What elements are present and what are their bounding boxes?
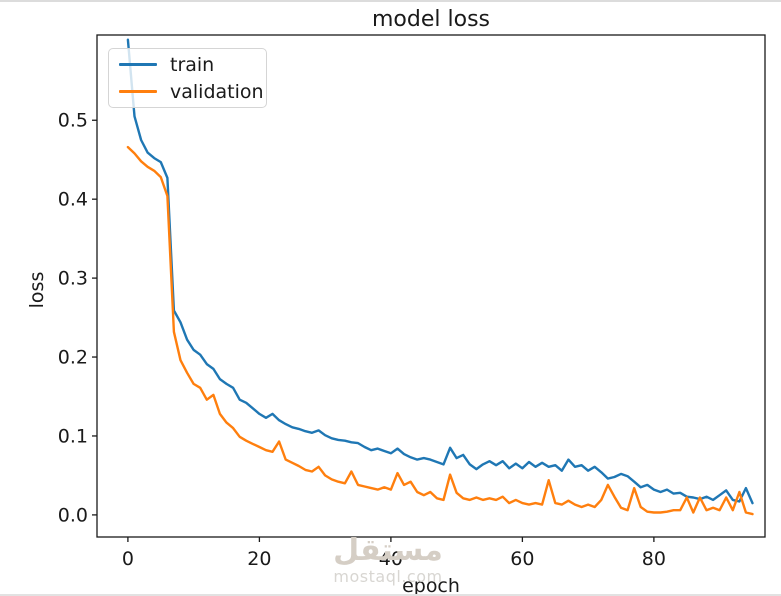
- window-bottom-border: [0, 594, 781, 596]
- axis-tick-labels: 0 20 40 60 80 0.0 0.1 0.2 0.3 0.4 0.5: [58, 110, 666, 570]
- axis-tick-marks: [92, 119, 655, 542]
- series-lines: [126, 38, 754, 516]
- x-tick-label: 20: [247, 548, 271, 570]
- y-tick-label: 0.2: [58, 347, 88, 369]
- chart-title: model loss: [372, 7, 490, 32]
- x-axis-label: epoch: [402, 575, 460, 596]
- y-tick-label: 0.0: [58, 504, 88, 526]
- chart-legend: train validation: [108, 48, 267, 108]
- plot-frame: [96, 34, 766, 538]
- y-axis-label: loss: [26, 272, 48, 309]
- train-line-swatch: [119, 63, 157, 66]
- series-line-train: [126, 38, 754, 505]
- y-tick-label: 0.5: [58, 110, 88, 132]
- window-top-border: [0, 0, 781, 2]
- validation-line-swatch: [119, 90, 157, 93]
- series-line-validation: [126, 145, 754, 516]
- y-tick-label: 0.3: [58, 268, 88, 290]
- y-tick-label: 0.4: [58, 189, 88, 211]
- legend-label-train: train: [170, 53, 215, 76]
- x-tick-label: 60: [510, 548, 534, 570]
- legend-item-train: train: [109, 51, 266, 78]
- legend-item-validation: validation: [109, 78, 266, 105]
- legend-label-validation: validation: [170, 80, 264, 103]
- x-tick-label: 80: [642, 548, 666, 570]
- x-tick-label: 0: [122, 548, 134, 570]
- y-tick-label: 0.1: [58, 425, 88, 447]
- x-tick-label: 40: [379, 548, 403, 570]
